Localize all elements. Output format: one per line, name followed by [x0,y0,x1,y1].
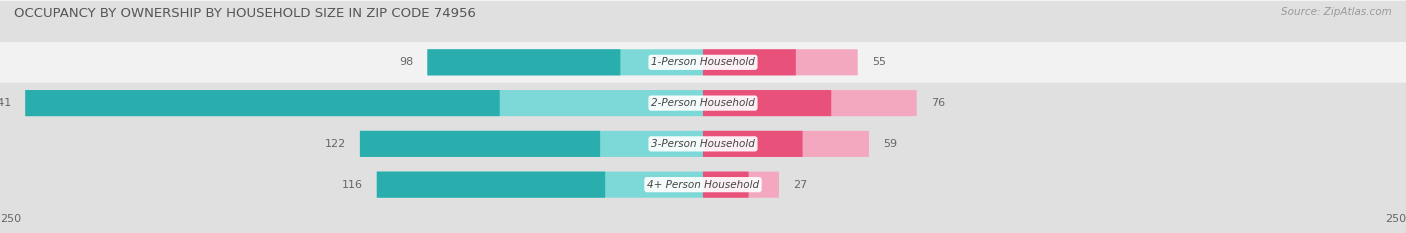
Text: 3-Person Household: 3-Person Household [651,139,755,149]
FancyBboxPatch shape [377,171,703,198]
Text: 98: 98 [399,57,413,67]
Text: 2-Person Household: 2-Person Household [651,98,755,108]
FancyBboxPatch shape [427,49,703,75]
Text: OCCUPANCY BY OWNERSHIP BY HOUSEHOLD SIZE IN ZIP CODE 74956: OCCUPANCY BY OWNERSHIP BY HOUSEHOLD SIZE… [14,7,477,20]
FancyBboxPatch shape [0,83,1406,233]
FancyBboxPatch shape [0,1,1406,205]
FancyBboxPatch shape [703,90,831,116]
Text: 122: 122 [325,139,346,149]
FancyBboxPatch shape [25,90,499,116]
FancyBboxPatch shape [703,131,803,157]
FancyBboxPatch shape [377,171,605,198]
Text: 250: 250 [1385,214,1406,224]
Text: 76: 76 [931,98,945,108]
FancyBboxPatch shape [360,131,703,157]
FancyBboxPatch shape [703,171,748,198]
FancyBboxPatch shape [360,131,600,157]
FancyBboxPatch shape [0,0,1406,164]
Text: 4+ Person Household: 4+ Person Household [647,180,759,190]
FancyBboxPatch shape [703,49,858,75]
Text: Source: ZipAtlas.com: Source: ZipAtlas.com [1281,7,1392,17]
FancyBboxPatch shape [25,90,703,116]
FancyBboxPatch shape [703,131,869,157]
FancyBboxPatch shape [703,171,779,198]
Text: 116: 116 [342,180,363,190]
Text: 27: 27 [793,180,807,190]
Text: 55: 55 [872,57,886,67]
Text: 250: 250 [0,214,21,224]
FancyBboxPatch shape [427,49,620,75]
FancyBboxPatch shape [703,49,796,75]
FancyBboxPatch shape [703,90,917,116]
FancyBboxPatch shape [0,42,1406,233]
Text: 59: 59 [883,139,897,149]
Text: 1-Person Household: 1-Person Household [651,57,755,67]
Text: 241: 241 [0,98,11,108]
